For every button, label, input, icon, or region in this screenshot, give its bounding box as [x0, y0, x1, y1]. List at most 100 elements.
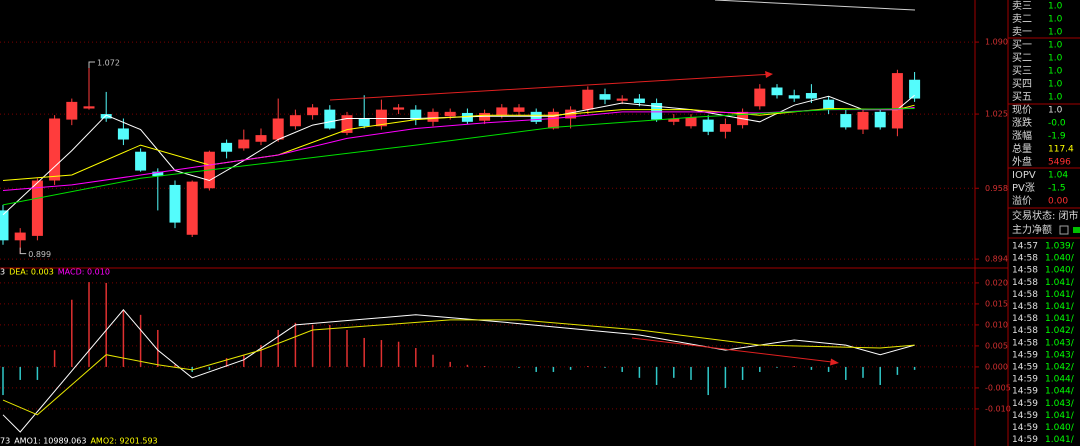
candle-body [909, 79, 921, 99]
macd-legend: 3 [0, 268, 5, 277]
tick-time: 14:58 [1012, 266, 1038, 276]
quote-label: 总量 [1012, 142, 1032, 155]
tick-time: 14:59 [1012, 375, 1038, 385]
candle-body [668, 118, 680, 122]
candle-body [255, 135, 267, 142]
trade-status: 交易状态: 闭市 [1012, 209, 1079, 222]
quote-value: -0.0 [1048, 119, 1066, 129]
candle-body [341, 115, 353, 133]
amount-legend: AMO2: 9201.593 [90, 437, 157, 446]
arrow-head [830, 358, 839, 366]
tick-price: 1.041/ [1045, 290, 1075, 300]
candle-body [582, 89, 594, 110]
tick-price: 1.041/ [1045, 278, 1075, 288]
quote-label: 涨幅 [1012, 129, 1032, 142]
y-tick-label: -0.010 [985, 404, 1011, 413]
y-tick-label: 0.010 [985, 320, 1008, 329]
candle-body [152, 171, 164, 177]
tick-price: 1.042/ [1045, 326, 1075, 336]
tick-time: 14:59 [1012, 399, 1038, 409]
tick-time: 14:58 [1012, 302, 1038, 312]
amount-legend: 73 [0, 437, 10, 446]
candle-body [14, 232, 26, 241]
quote-label: 卖一 [1012, 26, 1032, 38]
candle-body [186, 181, 198, 235]
y-tick-label: 0.958 [985, 184, 1008, 193]
quote-label: 卖三 [1012, 0, 1032, 12]
y-tick-label: 1.025 [985, 110, 1008, 119]
candle-body [100, 114, 112, 119]
fund-label: 主力净额 [1012, 223, 1052, 236]
tick-time: 14:58 [1012, 290, 1038, 300]
tick-price: 1.040/ [1045, 266, 1075, 276]
candle-body [49, 118, 61, 181]
tick-time: 14:59 [1012, 387, 1038, 397]
candle-body [31, 180, 43, 236]
quote-value: 1.0 [1048, 54, 1063, 64]
candle-body [788, 95, 800, 99]
quote-label: 买二 [1012, 52, 1032, 64]
quote-panel: 卖三 1.0 卖二 1.0 卖一 1.0 买一 1.0 买二 1.0 买三 1.0 买四 1.0 买五 1.0… [1008, 0, 1080, 445]
quote-label: 外盘 [1012, 155, 1032, 168]
quote-value: 1.0 [1048, 15, 1063, 25]
macd-legend: MACD: 0.010 [58, 268, 110, 277]
tick-price: 1.041/ [1045, 314, 1075, 324]
y-tick-label: 1.090 [985, 38, 1008, 47]
candle-body [719, 124, 731, 132]
tick-time: 14:59 [1012, 435, 1038, 445]
candle-body [461, 112, 473, 122]
candle-body [891, 73, 903, 129]
tick-price: 1.041/ [1045, 302, 1075, 312]
candle-body [840, 114, 852, 128]
amount-legend: AMO1: 10989.063 [14, 437, 86, 446]
max-label: 1.072 [97, 59, 120, 68]
tick-time: 14:59 [1012, 411, 1038, 421]
quote-value: 1.0 [1048, 80, 1063, 90]
quote-label: PV涨 [1012, 182, 1035, 194]
candle-body [599, 94, 611, 100]
fund-flag [1073, 227, 1080, 233]
tick-price: 1.042/ [1045, 363, 1075, 373]
candle-body [289, 115, 301, 127]
quote-label: 买三 [1012, 65, 1032, 77]
candle-body [135, 151, 147, 171]
quote-value: 0.00 [1048, 197, 1068, 207]
candle-body [375, 109, 387, 127]
y-tick-label: -0.005 [985, 383, 1011, 392]
quote-value: 1.0 [1048, 67, 1063, 77]
indicator-line [2, 309, 915, 433]
quote-label: 买四 [1012, 78, 1032, 90]
tick-price: 1.040/ [1045, 254, 1075, 264]
tick-time: 14:58 [1012, 278, 1038, 288]
max-marker [88, 61, 95, 69]
candle-body [238, 139, 250, 149]
quote-label: 涨跌 [1012, 116, 1032, 129]
quote-label: 溢价 [1012, 194, 1032, 207]
tick-time: 14:58 [1012, 254, 1038, 264]
y-tick-label: 0.894 [985, 255, 1008, 264]
indicator-line [2, 319, 915, 416]
tick-price: 1.041/ [1045, 435, 1075, 445]
y-tick-label: 0.015 [985, 299, 1008, 308]
y-tick-label: 0.000 [985, 362, 1008, 371]
candle-body [496, 107, 508, 116]
candle-body [444, 111, 456, 117]
candle-body [0, 210, 9, 241]
quote-value: 1.0 [1048, 2, 1063, 12]
candle-body [307, 107, 319, 116]
candle-body [547, 111, 559, 129]
quote-value: 1.04 [1048, 171, 1068, 181]
quote-value: -1.9 [1048, 132, 1066, 142]
candle-body [685, 117, 697, 127]
candle-body [651, 102, 663, 120]
tick-price: 1.044/ [1045, 387, 1075, 397]
tick-price: 1.043/ [1045, 399, 1075, 409]
tick-price: 1.041/ [1045, 411, 1075, 421]
tick-price: 1.043/ [1045, 338, 1075, 348]
macd-panel: 0.020 0.015 0.010 0.005 0.000 -0.005 -0.010 3 DE… [0, 268, 1011, 446]
quote-value: 117.4 [1048, 145, 1074, 155]
candle-body [169, 184, 181, 223]
drawn-line [714, 0, 916, 11]
